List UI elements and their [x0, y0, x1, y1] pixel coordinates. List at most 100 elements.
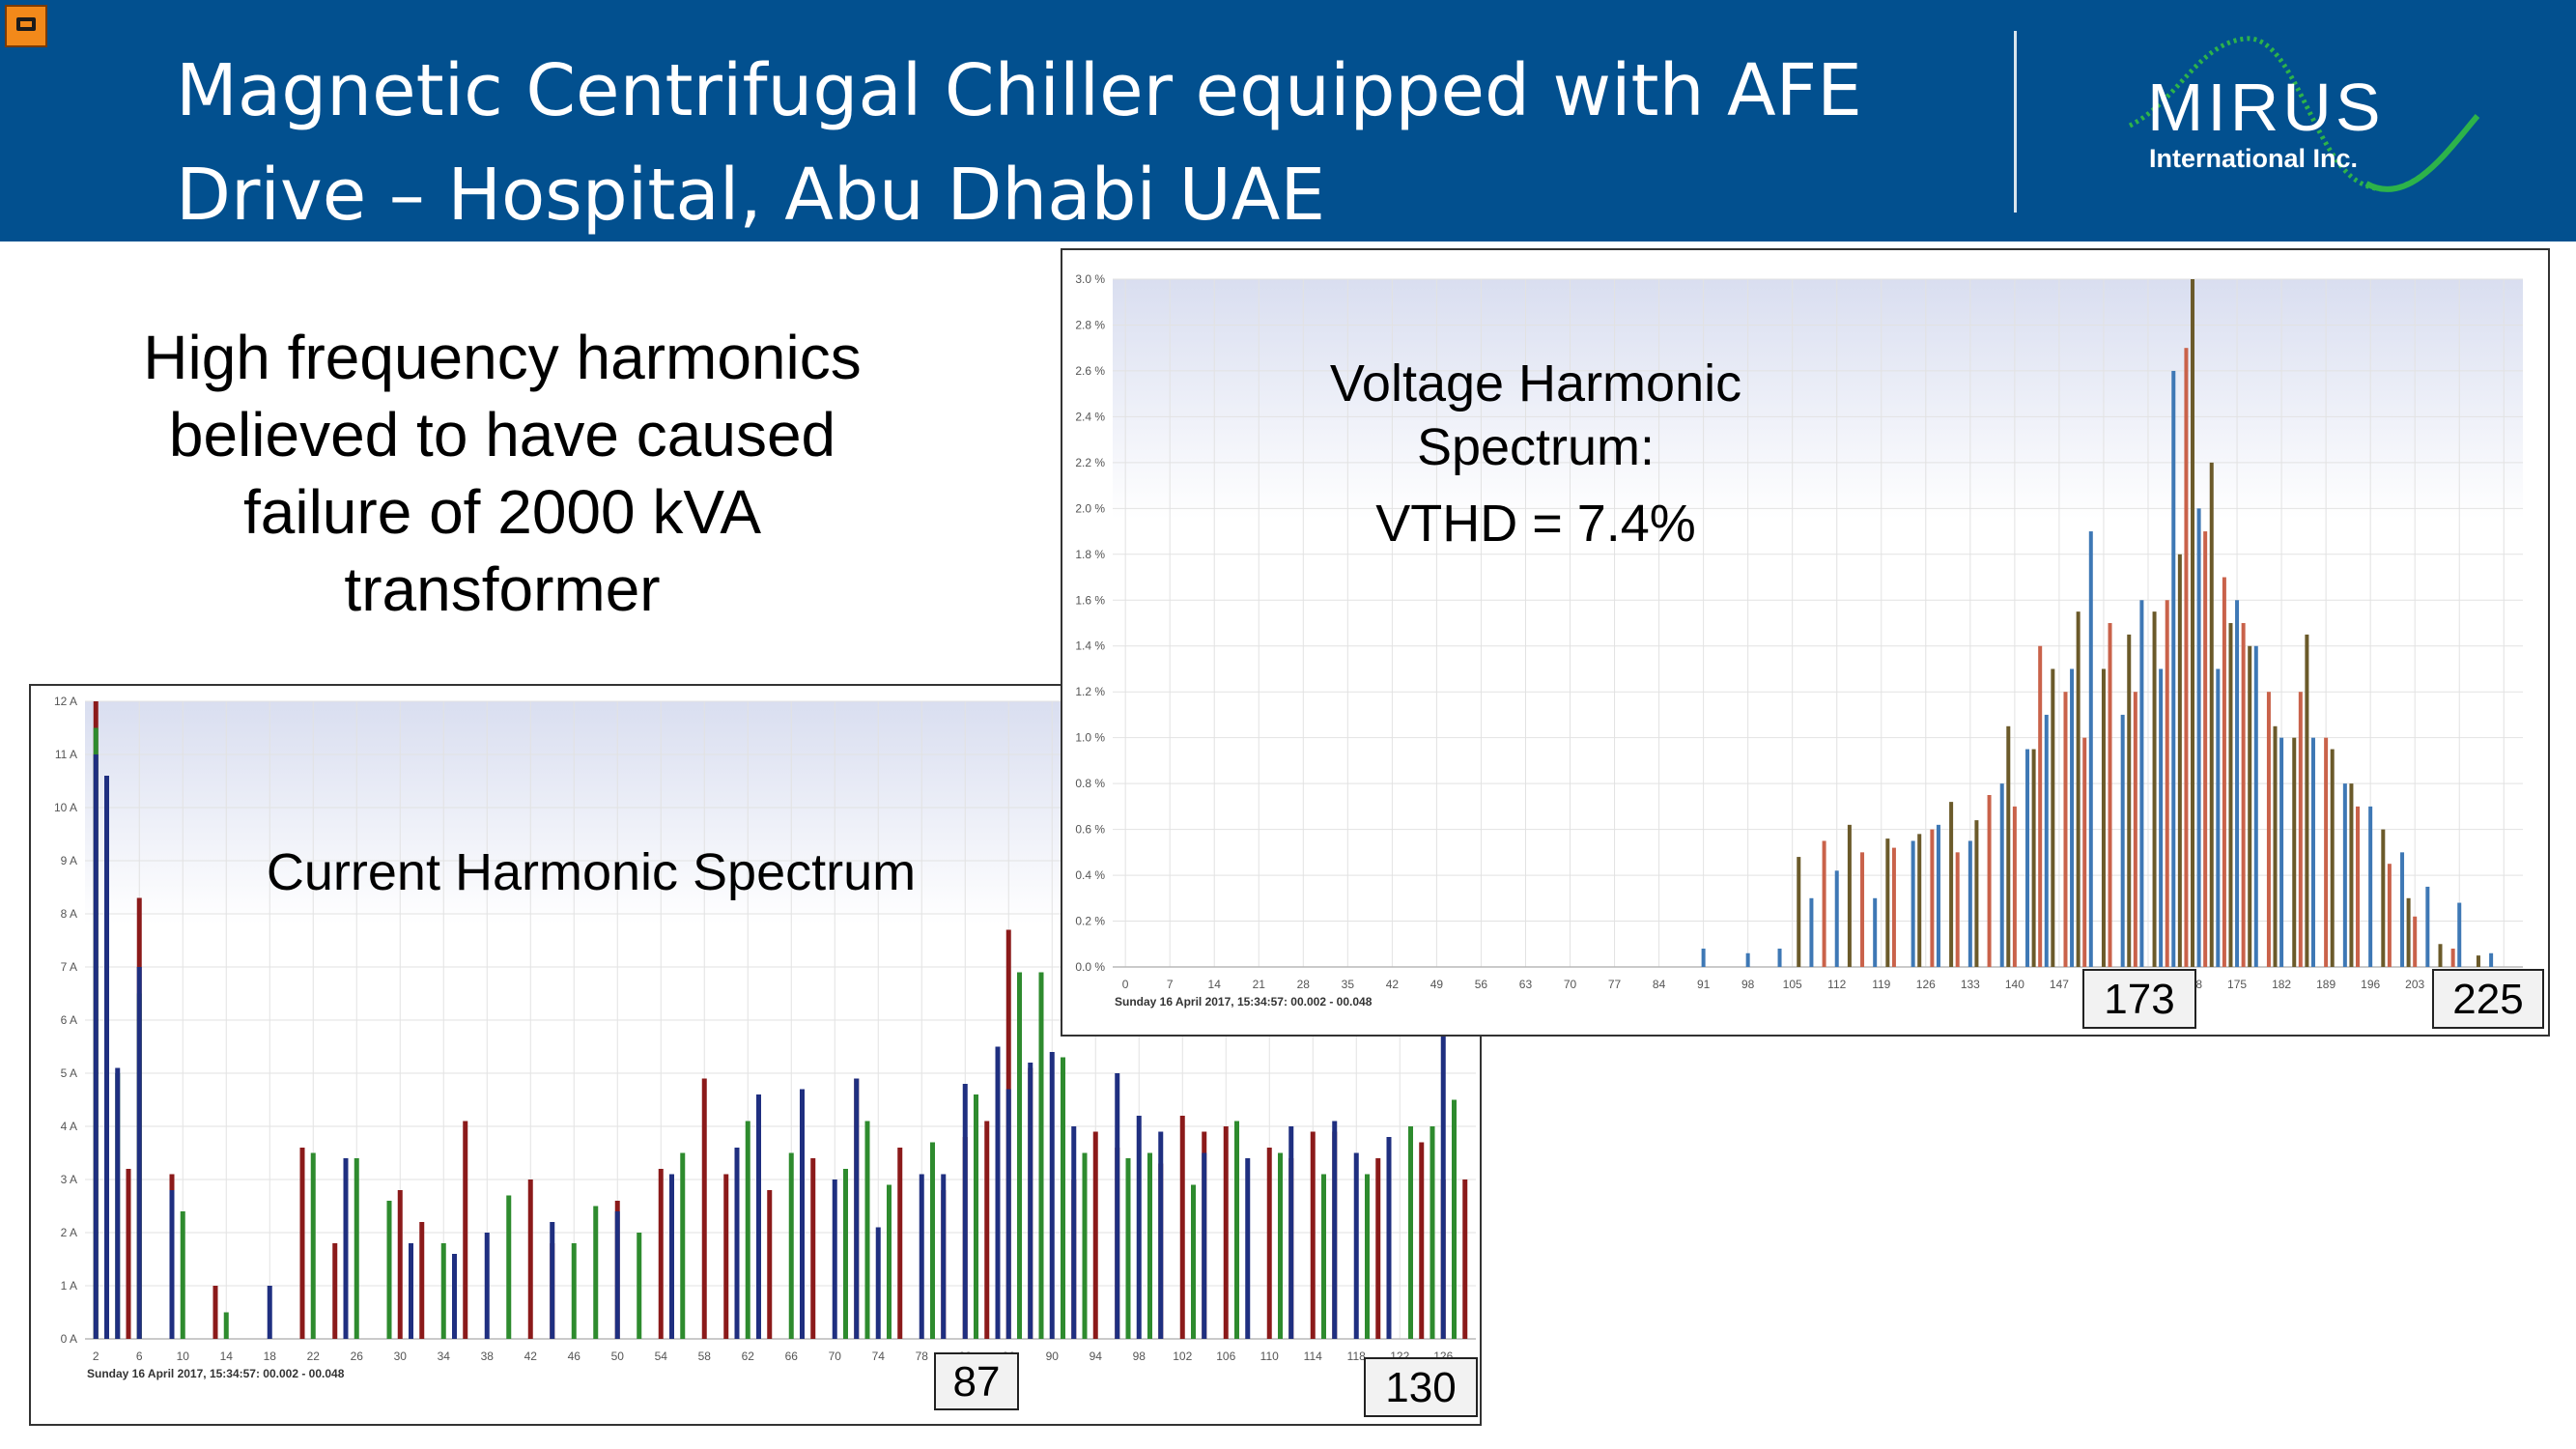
x-tick-label: 6 — [136, 1350, 143, 1363]
x-tick-label: 18 — [264, 1350, 277, 1363]
harmonic-bar — [2387, 864, 2392, 967]
harmonic-bar — [1082, 1152, 1088, 1339]
harmonic-bar — [2209, 462, 2214, 967]
harmonic-bar — [1847, 824, 1852, 967]
harmonic-bar — [2406, 897, 2411, 967]
harmonic-bar — [571, 1243, 577, 1339]
y-tick-label: 4 A — [61, 1120, 77, 1133]
y-tick-label: 2.8 % — [1075, 318, 1105, 331]
x-tick-label: 91 — [1697, 978, 1711, 991]
harmonic-bar — [1462, 1179, 1468, 1339]
harmonic-bar — [2273, 725, 2278, 967]
x-tick-label: 10 — [177, 1350, 190, 1363]
harmonic-bar — [1234, 1121, 1239, 1339]
harmonic-bar — [409, 1243, 413, 1339]
logo-subtitle: International Inc. — [2149, 144, 2358, 173]
harmonic-bar — [2457, 902, 2462, 967]
harmonic-bar — [2216, 668, 2221, 967]
harmonic-bar — [1440, 1031, 1446, 1339]
harmonic-bar — [2101, 668, 2106, 967]
x-tick-label: 110 — [1260, 1350, 1279, 1363]
harmonic-bar — [2413, 916, 2418, 967]
harmonic-bar — [1936, 824, 1940, 967]
harmonic-bar — [506, 1195, 512, 1339]
harmonic-bar — [2235, 600, 2240, 967]
harmonic-bar — [1386, 1137, 1392, 1339]
harmonic-bar — [2006, 725, 2011, 967]
x-tick-label: 42 — [1386, 978, 1400, 991]
harmonic-bar — [680, 1152, 686, 1339]
harmonic-bar — [2196, 508, 2201, 967]
harmonic-bar — [962, 1084, 968, 1339]
harmonic-bar — [1061, 1057, 1065, 1339]
x-tick-label: 70 — [1564, 978, 1577, 991]
x-tick-label: 26 — [351, 1350, 364, 1363]
harmonic-bar — [550, 1222, 555, 1339]
notes-icon[interactable] — [5, 5, 47, 47]
y-tick-label: 2.0 % — [1075, 501, 1105, 515]
y-tick-label: 0.6 % — [1075, 823, 1105, 837]
harmonic-bar — [1310, 1131, 1316, 1339]
description-text: High frequency harmonics believed to hav… — [143, 323, 862, 624]
current-chart-panel: 0 A 1 A 2 A 3 A 4 A 5 A 6 A 7 A 8 A 9 A 10 A 11 A 12… — [29, 684, 1482, 1426]
x-tick-label: 77 — [1608, 978, 1622, 991]
harmonic-bar — [1365, 1174, 1370, 1339]
harmonic-bar — [1092, 1131, 1098, 1339]
harmonic-bar — [1834, 870, 1839, 967]
x-tick-label: 94 — [1090, 1350, 1103, 1363]
harmonic-bar — [2425, 886, 2430, 967]
harmonic-bar — [440, 1243, 446, 1339]
harmonic-bar — [180, 1211, 185, 1339]
vthd-value: VTHD = 7.4% — [1375, 495, 1696, 553]
harmonic-bar — [2133, 692, 2137, 967]
harmonic-bar — [463, 1121, 468, 1339]
harmonic-bar — [1179, 1116, 1185, 1339]
x-tick-label: 105 — [1783, 978, 1802, 991]
harmonic-bar — [93, 754, 99, 1339]
harmonic-bar — [887, 1184, 892, 1339]
harmonic-bar — [1332, 1121, 1338, 1339]
x-tick-label: 114 — [1304, 1350, 1322, 1363]
harmonic-bar — [2038, 645, 2043, 967]
x-tick-label: 34 — [438, 1350, 451, 1363]
harmonic-bar — [2349, 783, 2354, 967]
harmonic-bar — [2044, 714, 2049, 967]
harmonic-bar — [2051, 668, 2055, 967]
voltage-chart-title: Voltage Harmonic Spectrum: — [1329, 355, 1742, 476]
harmonic-bar — [658, 1169, 664, 1339]
harmonic-bar — [1005, 1089, 1011, 1339]
harmonic-bar — [452, 1254, 457, 1339]
callout-130: 130 — [1364, 1357, 1478, 1417]
x-tick-label: 119 — [1872, 978, 1890, 991]
harmonic-bar — [1891, 847, 1896, 967]
harmonic-bar — [1375, 1158, 1381, 1339]
harmonic-bar — [701, 1078, 707, 1339]
harmonic-bar — [115, 1067, 121, 1339]
y-tick-label: 9 A — [61, 854, 77, 867]
harmonic-bar — [614, 1211, 620, 1339]
harmonic-bar — [1353, 1152, 1359, 1339]
harmonic-bar — [810, 1158, 816, 1339]
x-tick-label: 54 — [655, 1350, 668, 1363]
harmonic-bar — [756, 1094, 761, 1339]
harmonic-bar — [2063, 692, 2068, 967]
x-tick-label: 133 — [1961, 978, 1980, 991]
harmonic-bar — [386, 1201, 392, 1339]
y-tick-label: 12 A — [54, 695, 77, 708]
x-tick-label: 203 — [2405, 978, 2424, 991]
harmonic-bar — [2368, 806, 2373, 967]
x-tick-label: 98 — [1741, 978, 1755, 991]
harmonic-bar — [832, 1179, 837, 1339]
harmonic-bar — [1967, 840, 1972, 967]
harmonic-bar — [723, 1174, 729, 1339]
x-tick-label: 196 — [2361, 978, 2380, 991]
harmonic-bar — [2248, 645, 2252, 967]
y-tick-label: 2 A — [61, 1226, 77, 1239]
x-tick-label: 42 — [524, 1350, 538, 1363]
callout-225: 225 — [2432, 969, 2544, 1029]
header-divider — [2014, 31, 2017, 213]
x-tick-label: 90 — [1046, 1350, 1060, 1363]
harmonic-bar — [2120, 714, 2125, 967]
harmonic-bar — [2400, 852, 2405, 967]
x-tick-label: 147 — [2050, 978, 2069, 991]
